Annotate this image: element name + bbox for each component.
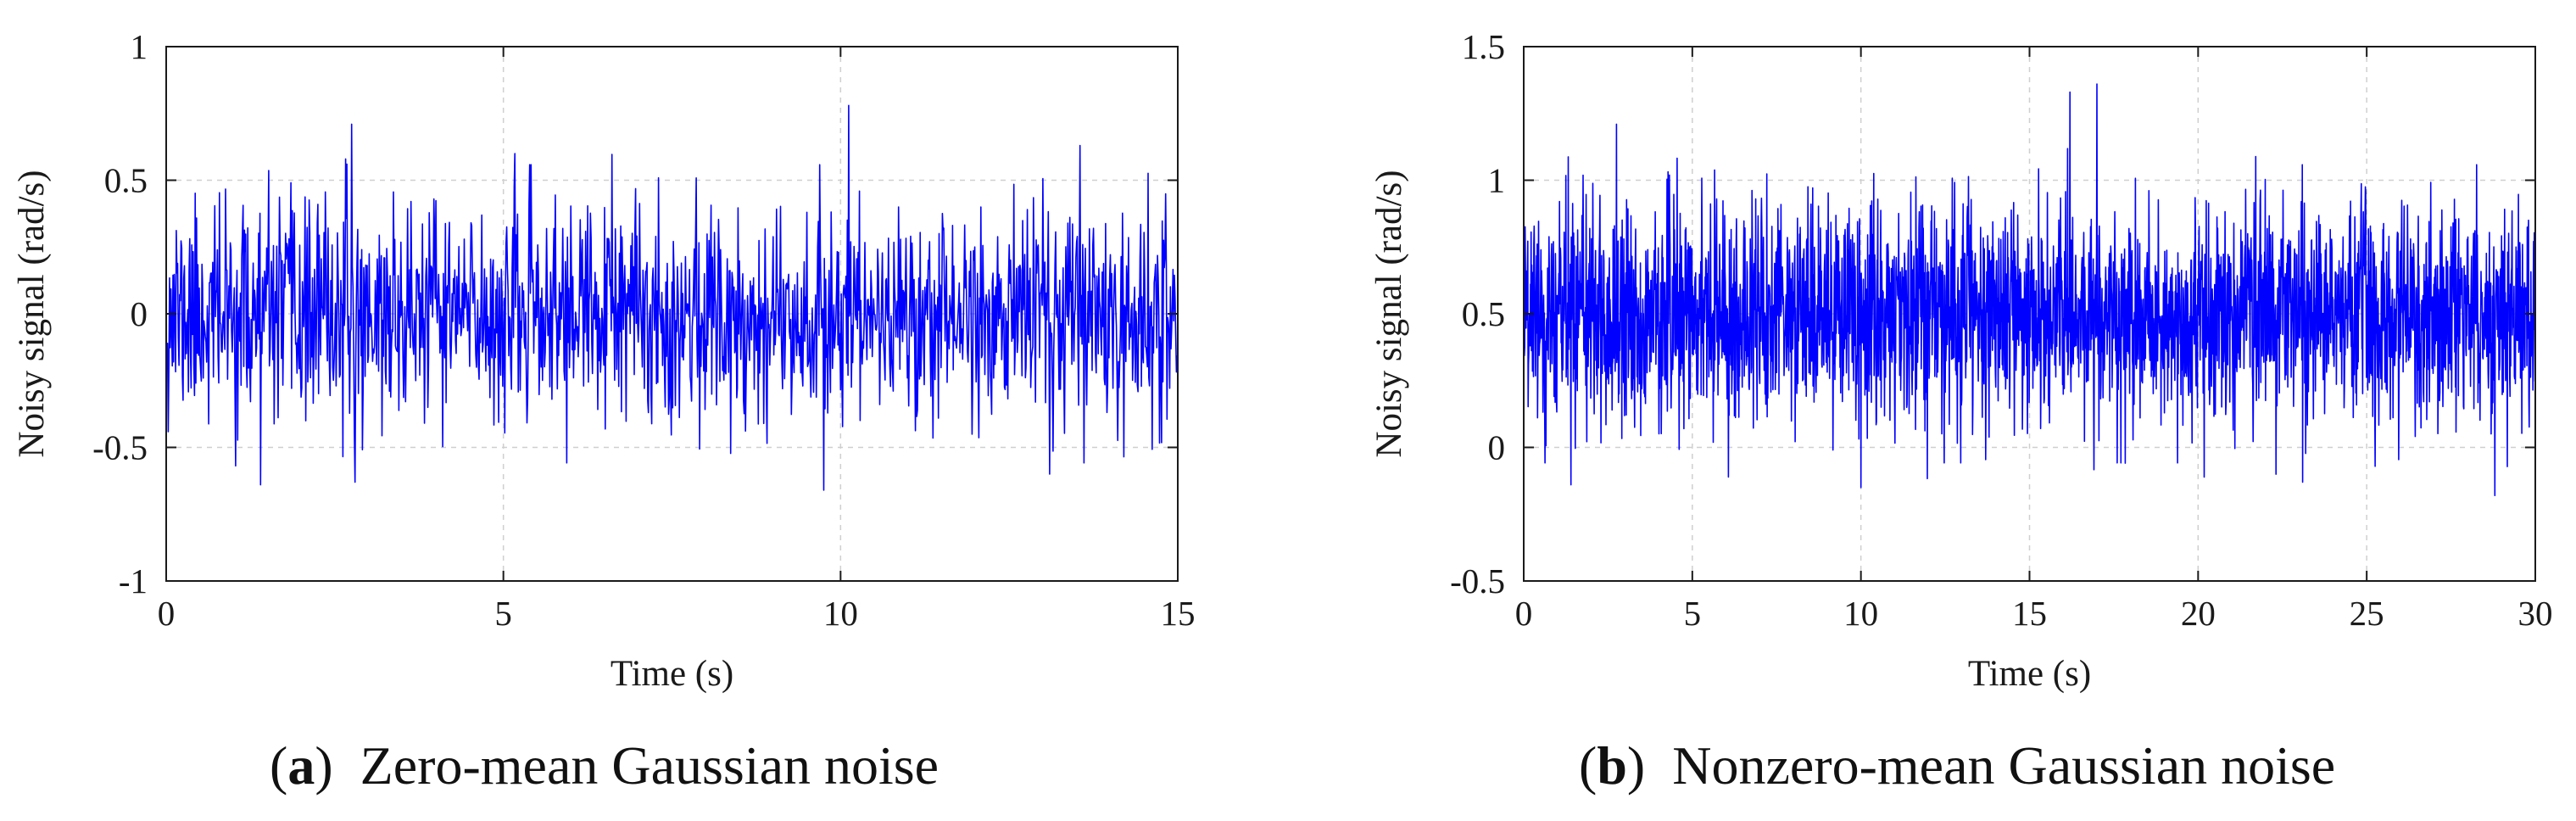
x-tick-label: 30: [2518, 594, 2553, 633]
x-tick-label: 0: [158, 594, 176, 633]
y-tick-label: 1: [131, 27, 148, 66]
x-tick-label: 0: [1515, 594, 1533, 633]
x-tick-label: 10: [823, 594, 858, 633]
y-tick-label: 0: [131, 294, 148, 333]
x-axis-label: Time (s): [1968, 654, 2091, 694]
y-tick-label: -1: [119, 561, 148, 600]
caption-a: (a) Zero-mean Gaussian noise: [270, 735, 940, 796]
x-tick-label: 10: [1843, 594, 1878, 633]
y-tick-label: -0.5: [1450, 561, 1505, 600]
caption-b: (b) Nonzero-mean Gaussian noise: [1579, 735, 2336, 796]
signal-series-line: [165, 104, 1179, 491]
y-axis-label: Noisy signal (rad/s): [12, 170, 52, 457]
chart-b-nonzero-mean: 0 5 10 15 20 25 30 -0.5 0 0.5 1 1.5 Time (s) Noisy si…: [1369, 27, 2553, 694]
y-tick-label: -0.5: [92, 428, 148, 467]
x-tick-label: 15: [1161, 594, 1196, 633]
y-tick-label: 0: [1488, 428, 1506, 467]
y-axis-label: Noisy signal (rad/s): [1369, 170, 1409, 457]
y-tick-label: 0.5: [1462, 294, 1505, 333]
y-tick-label: 1: [1488, 161, 1506, 200]
x-tick-label: 5: [1684, 594, 1702, 633]
caption-a-text: Zero-mean Gaussian noise: [360, 735, 940, 796]
caption-b-letter: b: [1597, 735, 1627, 796]
x-tick-label: 5: [494, 594, 512, 633]
x-tick-label: 25: [2350, 594, 2384, 633]
x-tick-label: 15: [2012, 594, 2047, 633]
x-tick-label: 20: [2181, 594, 2216, 633]
chart-a-zero-mean: 0 5 10 15 -1 -0.5 0 0.5 1 Time (s) Noisy signal (r…: [12, 27, 1196, 694]
signal-series-line: [1523, 83, 2536, 496]
y-tick-label: 1.5: [1462, 27, 1505, 66]
caption-a-letter: a: [287, 735, 315, 796]
y-tick-label: 0.5: [104, 161, 148, 200]
x-axis-label: Time (s): [611, 654, 733, 694]
caption-b-text: Nonzero-mean Gaussian noise: [1672, 735, 2336, 796]
